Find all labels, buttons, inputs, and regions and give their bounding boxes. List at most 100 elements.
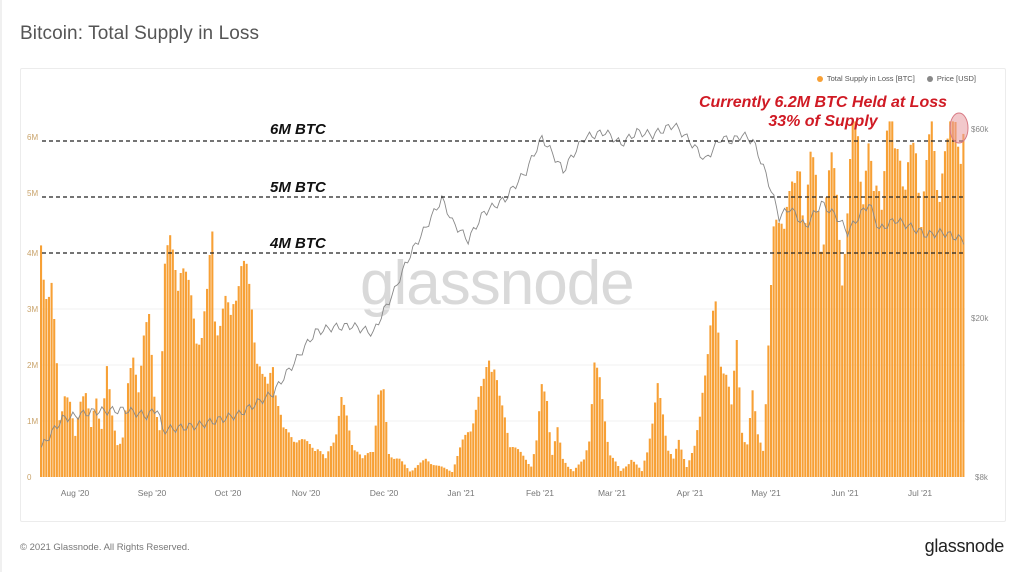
callout-line-2: 33% of Supply bbox=[768, 113, 878, 130]
supply-bar bbox=[733, 370, 736, 477]
supply-bar bbox=[95, 398, 98, 477]
x-tick-jun-21: Jun '21 bbox=[831, 488, 859, 498]
supply-bar bbox=[838, 239, 841, 477]
supply-bar bbox=[714, 301, 717, 477]
supply-bar bbox=[822, 244, 825, 477]
supply-bar bbox=[780, 223, 783, 477]
supply-bar bbox=[683, 459, 686, 477]
supply-bar bbox=[654, 402, 657, 477]
supply-bar bbox=[672, 458, 675, 477]
supply-bar bbox=[870, 160, 873, 477]
supply-bar bbox=[379, 390, 383, 477]
supply-bar bbox=[68, 401, 72, 477]
supply-bar bbox=[71, 418, 74, 477]
x-tick-oct-20: Oct '20 bbox=[214, 488, 242, 498]
supply-bar bbox=[582, 459, 585, 477]
supply-bar bbox=[746, 444, 749, 477]
supply-bar bbox=[242, 260, 246, 477]
supply-bar bbox=[875, 185, 878, 477]
supply-bar bbox=[203, 311, 206, 477]
supply-bar bbox=[880, 209, 883, 478]
supply-bar bbox=[390, 457, 393, 477]
supply-bar bbox=[936, 190, 939, 477]
y-tick-6m: 6M bbox=[27, 133, 39, 142]
supply-bar bbox=[912, 142, 915, 478]
supply-bar bbox=[817, 211, 820, 477]
supply-bar bbox=[543, 391, 546, 477]
supply-bar bbox=[126, 383, 130, 477]
supply-bar bbox=[208, 255, 211, 477]
supply-bar bbox=[264, 376, 267, 477]
footer-copyright: © 2021 Glassnode. All Rights Reserved. bbox=[20, 542, 190, 553]
supply-bar bbox=[285, 429, 288, 477]
supply-bar bbox=[820, 251, 823, 477]
supply-bar bbox=[601, 399, 604, 477]
supply-bar bbox=[938, 201, 941, 477]
supply-bar bbox=[427, 461, 430, 477]
supply-bar bbox=[113, 430, 116, 477]
supply-bar bbox=[556, 427, 559, 477]
supply-bar bbox=[503, 417, 506, 477]
legend-item-price[interactable]: Price [USD] bbox=[926, 74, 976, 83]
y2-tick-60k: $60k bbox=[971, 125, 989, 134]
supply-bar bbox=[116, 445, 119, 477]
supply-bar bbox=[258, 366, 261, 477]
supply-bar bbox=[580, 461, 583, 477]
supply-bar bbox=[577, 464, 580, 477]
supply-bar bbox=[256, 363, 259, 477]
supply-bar bbox=[559, 442, 562, 477]
supply-bar bbox=[221, 308, 224, 477]
supply-bar bbox=[545, 401, 549, 477]
supply-bar bbox=[951, 121, 954, 478]
supply-bar bbox=[669, 454, 672, 477]
supply-bar bbox=[345, 415, 348, 477]
supply-bar bbox=[448, 470, 451, 477]
supply-bar bbox=[76, 417, 79, 477]
supply-bar bbox=[878, 191, 881, 477]
supply-bar bbox=[722, 373, 725, 477]
supply-bar bbox=[47, 296, 50, 477]
supply-bar bbox=[709, 325, 712, 477]
supply-bar bbox=[316, 449, 319, 477]
supply-bar bbox=[206, 288, 209, 477]
supply-bar bbox=[271, 367, 274, 477]
supply-bar bbox=[748, 418, 751, 477]
supply-bar bbox=[611, 457, 614, 477]
legend-dot-gray-icon bbox=[926, 75, 933, 82]
supply-bar bbox=[667, 450, 670, 477]
y-tick-1m: 1M bbox=[27, 417, 39, 426]
supply-bar bbox=[859, 181, 862, 477]
supply-bar bbox=[200, 338, 203, 477]
supply-bar bbox=[287, 432, 290, 477]
supply-bar bbox=[827, 170, 831, 478]
supply-bar bbox=[119, 443, 122, 477]
legend-item-supply-in-loss[interactable]: Total Supply in Loss [BTC] bbox=[816, 74, 915, 83]
supply-bar bbox=[738, 387, 741, 477]
supply-bar bbox=[767, 345, 770, 477]
supply-bar bbox=[741, 432, 744, 477]
supply-bar bbox=[754, 411, 757, 477]
supply-bar bbox=[957, 146, 960, 477]
supply-bar bbox=[237, 286, 240, 477]
supply-bar bbox=[619, 470, 622, 477]
x-tick-nov-20: Nov '20 bbox=[291, 488, 321, 498]
supply-bar bbox=[806, 184, 809, 477]
supply-bar bbox=[403, 464, 406, 477]
supply-bar bbox=[187, 279, 190, 477]
footer-brand-logo[interactable]: glassnode bbox=[924, 536, 1005, 556]
supply-bar bbox=[142, 335, 145, 477]
supply-bar bbox=[843, 253, 846, 477]
supply-bar bbox=[321, 454, 325, 477]
supply-bar bbox=[635, 464, 638, 477]
supply-bar bbox=[382, 389, 385, 477]
supply-bar bbox=[279, 414, 282, 477]
supply-bar bbox=[540, 384, 543, 477]
supply-bar bbox=[364, 455, 367, 477]
supply-bar bbox=[646, 452, 649, 477]
supply-bar bbox=[266, 383, 269, 477]
supply-bar bbox=[661, 414, 665, 477]
supply-bar bbox=[261, 373, 264, 477]
supply-bar bbox=[804, 223, 807, 477]
supply-bar bbox=[622, 468, 625, 477]
